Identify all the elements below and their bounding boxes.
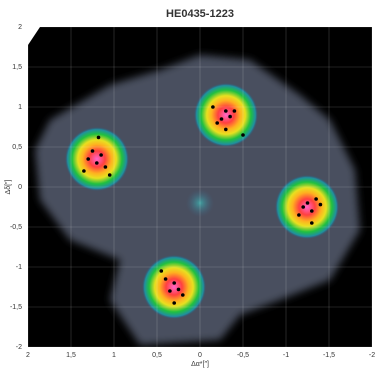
y-axis-label: Δδ[″] xyxy=(5,179,12,194)
x-tick-label: 1 xyxy=(112,352,116,359)
y-tick-label: 0,5 xyxy=(12,144,22,151)
data-point xyxy=(181,293,185,297)
x-tick-label: -0,5 xyxy=(237,352,249,359)
data-point xyxy=(224,128,228,132)
y-tick-label: 1,5 xyxy=(12,64,22,71)
x-tick-label: -1 xyxy=(283,352,289,359)
data-point xyxy=(306,201,310,205)
y-tick-label: 1 xyxy=(18,104,22,111)
data-point xyxy=(241,133,245,137)
data-point xyxy=(86,157,90,161)
data-point xyxy=(172,281,176,285)
x-tick-label: 2 xyxy=(26,352,30,359)
data-point xyxy=(228,115,232,119)
data-point xyxy=(319,203,323,207)
data-point xyxy=(168,289,172,293)
data-point xyxy=(211,105,215,109)
data-point xyxy=(297,213,301,217)
data-point xyxy=(160,269,164,273)
data-point xyxy=(172,301,176,305)
y-tick-label: 2 xyxy=(18,24,22,31)
data-point xyxy=(215,121,219,125)
y-tick-label: -0,5 xyxy=(10,224,22,231)
data-point xyxy=(301,205,305,209)
quasar-image xyxy=(275,175,339,239)
data-point xyxy=(82,169,86,173)
data-point xyxy=(108,173,112,177)
data-point xyxy=(99,153,103,157)
data-point xyxy=(95,161,99,165)
data-point xyxy=(164,277,168,281)
x-tick-label: 0,5 xyxy=(152,352,162,359)
x-tick-label: 0 xyxy=(198,352,202,359)
data-point xyxy=(310,209,314,213)
data-point xyxy=(220,117,224,121)
y-tick-label: -2 xyxy=(16,344,22,351)
data-point xyxy=(104,165,108,169)
quasar-image xyxy=(194,83,258,147)
x-axis-label: Δα*[″] xyxy=(191,361,209,368)
data-point xyxy=(224,109,228,113)
data-point xyxy=(314,197,318,201)
x-tick-label: 1,5 xyxy=(66,352,76,359)
y-tick-label: -1 xyxy=(16,264,22,271)
data-point xyxy=(177,288,181,292)
data-point xyxy=(91,149,95,153)
x-tick-label: -2 xyxy=(369,352,375,359)
data-point xyxy=(97,136,101,140)
chart-title: HE0435-1223 xyxy=(166,8,234,20)
data-point xyxy=(233,109,237,113)
x-tick-label: -1,5 xyxy=(323,352,335,359)
y-tick-label: 0 xyxy=(18,184,22,191)
y-tick-label: -1,5 xyxy=(10,304,22,311)
data-point xyxy=(310,221,314,225)
chart: HE0435-1223 2 1,5 1 0,5 0 -0,5 -1 -1,5 -2 2 1,5 1 0,… xyxy=(0,0,375,370)
quasar-image xyxy=(142,255,206,319)
